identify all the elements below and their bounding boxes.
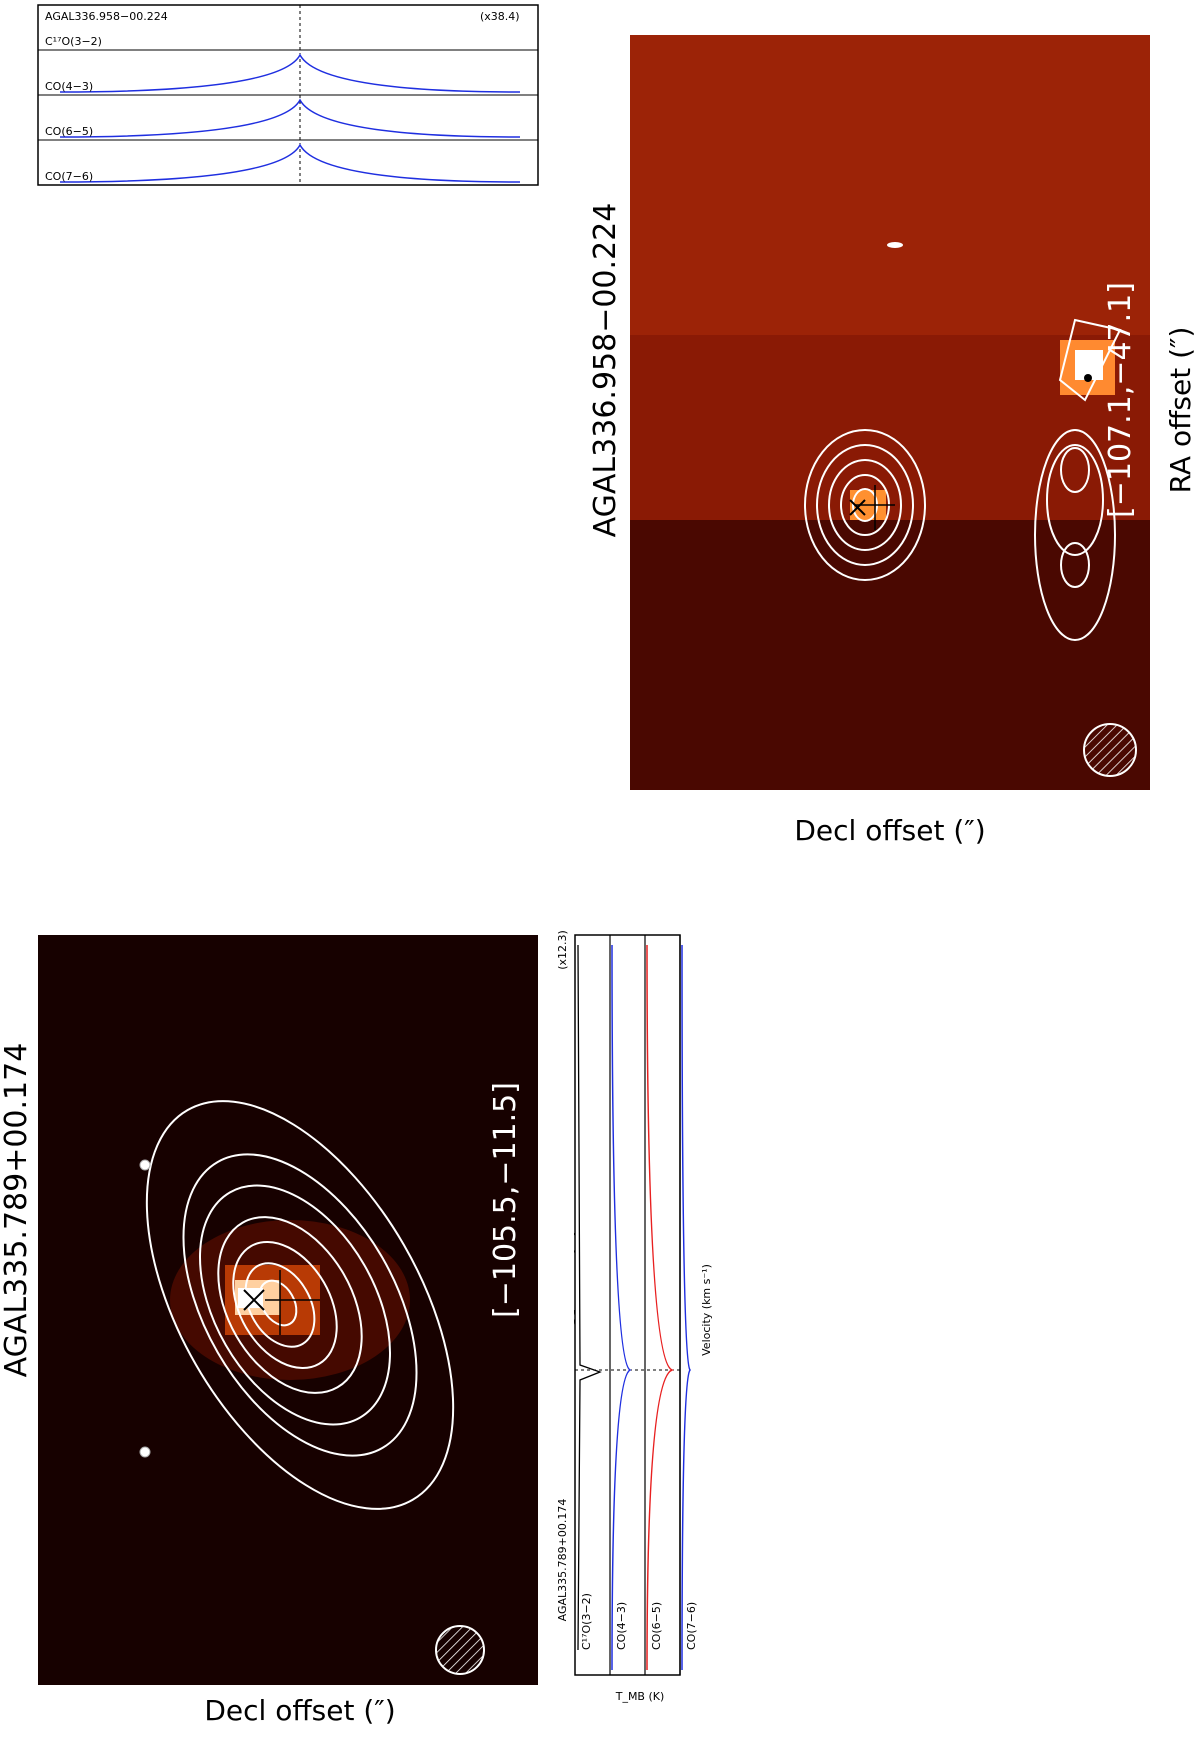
spectra-a-frame	[574, 934, 681, 1676]
spectra-a: AGAL335.789+00.174 (x12.3) C¹⁷O(3−2) CO(…	[556, 930, 713, 1703]
spectra-a-co76-blue	[681, 944, 691, 1671]
map-a-stars	[139, 1159, 151, 1458]
spectra-b-source-label: AGAL336.958−00.224	[45, 10, 168, 23]
spectra-b-line-3: CO(7−6)	[45, 170, 93, 183]
spectra-a-co43-blue	[611, 944, 632, 1671]
spectra-b-scale-label: (x38.4)	[480, 10, 520, 23]
map-b-title: AGAL336.958−00.224	[588, 203, 623, 538]
map-b-contours	[804, 318, 1122, 641]
map-b-range-label: [−107.1,−47.1]	[1103, 282, 1138, 518]
spectra-b-line-2: CO(6−5)	[45, 125, 93, 138]
spectra-b-line-1: CO(4−3)	[45, 80, 93, 93]
map-a-contours	[145, 1100, 455, 1510]
map-b: [−107.1,−47.1] AGAL336.958−00.224 RA off…	[588, 35, 1197, 847]
spectra-a-velocity-label: Velocity (km s⁻¹)	[700, 1264, 713, 1356]
map-a-dec-label: Decl offset (″)	[204, 1694, 395, 1727]
spectra-a-line-0: C¹⁷O(3−2)	[580, 1593, 593, 1650]
spectra-b: AGAL336.958−00.224 (x38.4) C¹⁷O(3−2) CO(…	[37, 4, 539, 186]
spectra-b-co76-blue	[59, 143, 521, 183]
map-a-title: AGAL335.789+00.174	[0, 1043, 34, 1378]
spectra-b-co43-blue	[59, 53, 521, 93]
map-a: [−105.5,−11.5] AGAL335.789+00.174 RA off…	[0, 935, 602, 1727]
spectra-a-c17o	[577, 944, 602, 1651]
spectra-b-co65-blue	[59, 98, 521, 138]
panel-a: [−105.5,−11.5] AGAL335.789+00.174 RA off…	[0, 930, 713, 1727]
spectra-a-line-2: CO(6−5)	[650, 1602, 663, 1650]
spectra-a-tmb-label: T_MB (K)	[615, 1690, 665, 1703]
spectra-a-line-3: CO(7−6)	[685, 1602, 698, 1650]
map-a-markers	[243, 1270, 320, 1335]
panel-b: [−107.1,−47.1] AGAL336.958−00.224 RA off…	[37, 4, 1197, 847]
spectra-a-co65-red	[646, 944, 674, 1671]
map-b-dec-label: Decl offset (″)	[794, 814, 985, 847]
spectra-a-line-1: CO(4−3)	[615, 1602, 628, 1650]
map-a-beam	[435, 1625, 485, 1675]
spectra-b-line-0: C¹⁷O(3−2)	[45, 35, 102, 48]
map-b-beam	[1083, 723, 1137, 777]
map-a-range-label: [−105.5,−11.5]	[488, 1082, 523, 1318]
spectra-a-scale-label: (x12.3)	[556, 930, 569, 970]
spectra-a-source-label: AGAL335.789+00.174	[556, 1499, 569, 1622]
map-b-ra-label: RA offset (″)	[1164, 327, 1197, 494]
